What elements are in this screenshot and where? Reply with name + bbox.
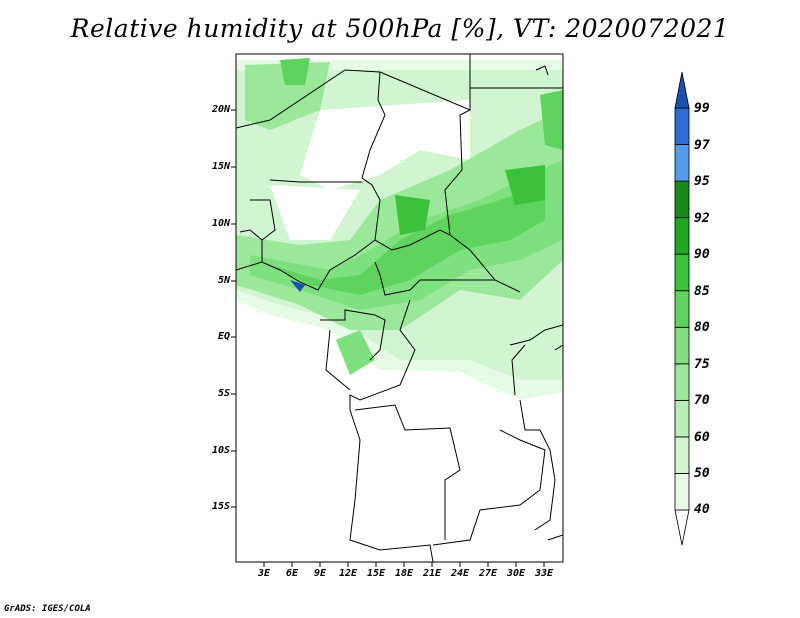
lat-label: 15S <box>211 501 230 512</box>
colorbar-segment <box>674 436 690 474</box>
colorbar-label: 97 <box>694 138 710 153</box>
lon-label: 30E <box>506 568 526 579</box>
colorbar-segment <box>674 71 690 109</box>
lon-label: 3E <box>257 568 271 579</box>
colorbar-segment <box>674 326 690 365</box>
country-borders <box>236 54 563 562</box>
lon-label: 9E <box>313 568 327 579</box>
colorbar-segment <box>674 363 690 401</box>
lat-label: 10S <box>211 445 230 456</box>
colorbar-label: 95 <box>694 174 710 189</box>
colorbar-segment <box>674 144 690 182</box>
lat-label: 15N <box>211 161 230 172</box>
lon-label: 21E <box>422 568 442 579</box>
lat-label: 5S <box>217 388 230 399</box>
lat-label: 5N <box>217 275 230 286</box>
colorbar-label: 90 <box>694 247 710 262</box>
axis-ticks <box>231 109 545 567</box>
lon-label: 24E <box>450 568 470 579</box>
colorbar <box>674 71 690 546</box>
lon-label: 18E <box>394 568 414 579</box>
colorbar-label: 60 <box>694 430 710 445</box>
colorbar-label: 75 <box>694 357 710 372</box>
colorbar-label: 99 <box>694 101 710 116</box>
grads-credit: GrADS: IGES/COLA <box>4 604 91 614</box>
colorbar-segment <box>674 473 690 511</box>
colorbar-segment <box>674 509 690 546</box>
colorbar-segment <box>674 180 690 219</box>
colorbar-segment <box>674 290 690 328</box>
colorbar-segment <box>674 217 690 255</box>
humidity-fill <box>236 58 563 400</box>
lat-label: EQ <box>217 331 230 342</box>
colorbar-segment <box>674 253 690 292</box>
lon-label: 27E <box>478 568 498 579</box>
map-title: Relative humidity at 500hPa [%], VT: 202… <box>70 14 730 43</box>
map-frame <box>235 53 564 563</box>
colorbar-label: 50 <box>694 466 710 481</box>
colorbar-label: 80 <box>694 320 710 335</box>
colorbar-label: 85 <box>694 284 710 299</box>
lon-label: 6E <box>285 568 299 579</box>
lat-label: 20N <box>211 104 230 115</box>
colorbar-label: 40 <box>694 502 710 517</box>
colorbar-segment <box>674 107 690 145</box>
lon-label: 12E <box>338 568 358 579</box>
lon-label: 33E <box>534 568 554 579</box>
colorbar-label: 70 <box>694 393 710 408</box>
colorbar-label: 92 <box>694 211 710 226</box>
lon-label: 15E <box>366 568 386 579</box>
lat-label: 10N <box>211 218 230 229</box>
colorbar-segment <box>674 399 690 438</box>
